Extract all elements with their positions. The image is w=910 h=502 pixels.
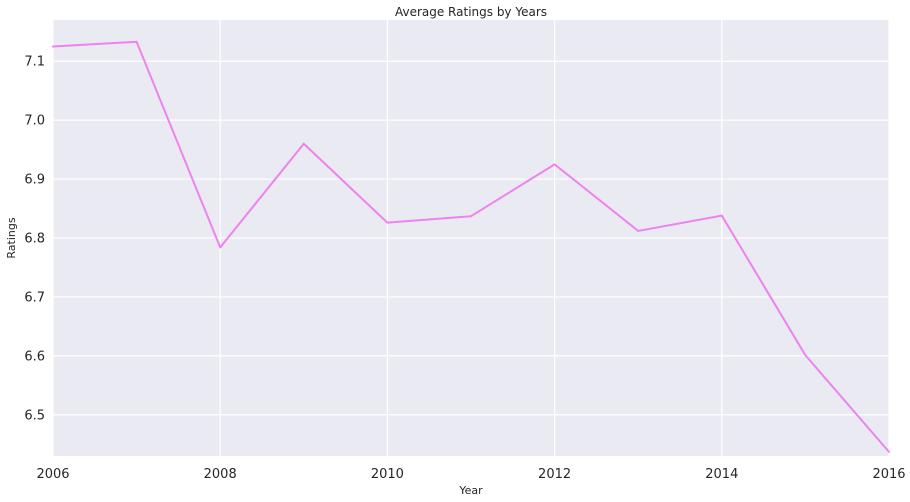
y-tick-label: 6.5 — [24, 408, 45, 423]
x-tick-label: 2012 — [538, 467, 571, 482]
y-axis-label: Ratings — [5, 217, 18, 258]
x-axis-label: Year — [458, 484, 483, 497]
chart-title: Average Ratings by Years — [395, 5, 547, 19]
y-tick-label: 6.7 — [24, 290, 45, 305]
y-tick-labels: 6.5 6.6 6.7 6.8 6.9 7.0 7.1 — [24, 55, 45, 424]
y-tick-label: 7.0 — [24, 114, 45, 129]
x-tick-label: 2010 — [371, 467, 404, 482]
x-tick-label: 2014 — [705, 467, 738, 482]
x-tick-labels: 2006 2008 2010 2012 2014 2016 — [36, 467, 905, 482]
x-tick-label: 2006 — [36, 467, 69, 482]
series-line — [52, 40, 890, 453]
y-tick-label: 6.6 — [24, 349, 45, 364]
x-tick-label: 2008 — [204, 467, 237, 482]
x-tick-label: 2016 — [872, 467, 905, 482]
y-tick-label: 6.8 — [24, 232, 45, 247]
y-tick-label: 7.1 — [24, 55, 45, 70]
y-tick-label: 6.9 — [24, 173, 45, 188]
series-group — [52, 40, 890, 453]
